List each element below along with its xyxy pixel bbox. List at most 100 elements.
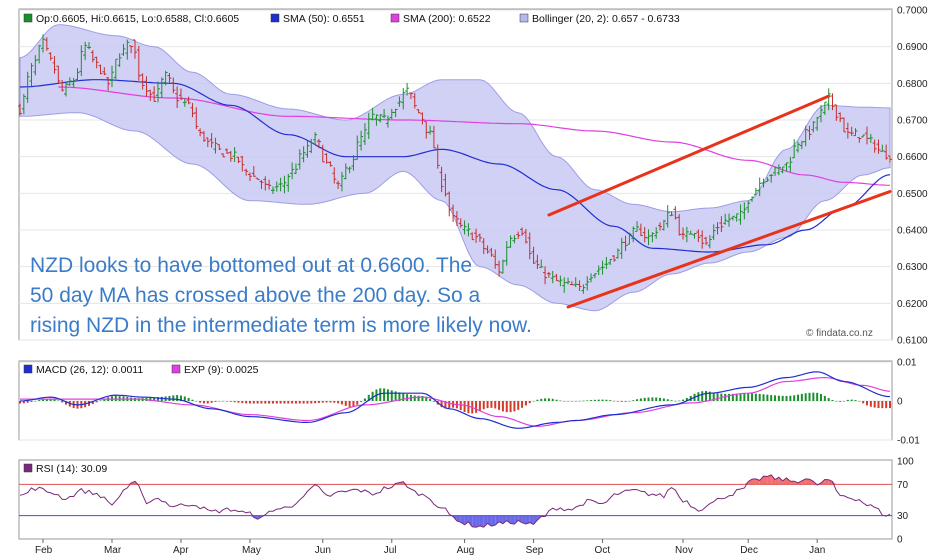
macd-histogram-bar (337, 401, 340, 404)
macd-histogram-bar (770, 395, 773, 401)
macd-histogram-bar (705, 390, 708, 401)
macd-histogram-bar (820, 393, 823, 401)
macd-histogram-bar (87, 401, 90, 406)
price-y-tick-label: 0.6200 (897, 299, 928, 310)
macd-histogram-bar (804, 393, 807, 401)
macd-histogram-bar (356, 401, 359, 405)
macd-histogram-bar (747, 393, 750, 401)
macd-histogram-bar (417, 395, 420, 401)
blue-square-icon (270, 13, 280, 23)
annotation-line-3: rising NZD in the intermediate term is m… (30, 314, 532, 337)
macd-histogram-bar (762, 394, 765, 401)
macd-histogram-bar (99, 400, 102, 401)
macd-histogram-bar (563, 401, 566, 402)
macd-histogram-bar (394, 391, 397, 401)
rsi-oversold-fill (506, 515, 511, 524)
macd-histogram-bar (41, 399, 44, 401)
macd-histogram-bar (467, 401, 470, 414)
macd-histogram-bar (448, 401, 451, 409)
macd-histogram-bar (873, 401, 876, 408)
price-y-tick-label: 0.6600 (897, 152, 928, 163)
macd-histogram-bar (808, 392, 811, 401)
macd-histogram-bar (712, 392, 715, 401)
rsi-oversold-fill (533, 515, 538, 525)
macd-histogram-bar (547, 398, 550, 401)
macd-histogram-bar (800, 393, 803, 401)
rsi-oversold-fill (468, 515, 473, 527)
rsi-y-tick-label: 0 (897, 535, 903, 546)
macd-histogram-bar (206, 401, 209, 404)
macd-histogram-bar (252, 401, 255, 404)
macd-histogram-bar (333, 401, 336, 403)
macd-histogram-bar (555, 399, 558, 401)
macd-histogram-bar (839, 401, 842, 402)
macd-histogram-bar (701, 391, 704, 401)
macd-histogram-bar (222, 401, 225, 402)
x-axis-tick-label: Feb (35, 545, 53, 556)
macd-histogram-bar (363, 398, 366, 401)
macd-histogram-bar (850, 399, 853, 401)
macd-histogram-bar (225, 401, 228, 402)
macd-histogram-bar (383, 388, 386, 401)
price-legend: Op:0.6605, Hi:0.6615, Lo:0.6588, Cl:0.66… (23, 13, 680, 25)
macd-histogram-bar (114, 395, 117, 401)
macd-histogram-bar (398, 392, 401, 401)
macd-histogram-bar (613, 400, 616, 402)
macd-histogram-bar (739, 393, 742, 401)
macd-histogram-bar (528, 401, 531, 404)
macd-histogram-bar (716, 393, 719, 401)
macd-histogram-bar (494, 401, 497, 409)
bollinger-band-area (19, 24, 891, 312)
macd-histogram-bar (793, 395, 796, 401)
macd-histogram-bar (616, 401, 619, 402)
macd-histogram-bar (490, 401, 493, 408)
price-y-tick-label: 0.6300 (897, 262, 928, 273)
macd-histogram-bar (287, 401, 290, 404)
macd-histogram-bar (195, 401, 198, 402)
legend-sma50: SMA (50): 0.6551 (283, 13, 365, 25)
macd-legend: MACD (26, 12): 0.0011 EXP (9): 0.0025 (23, 364, 259, 376)
macd-histogram-bar (390, 390, 393, 401)
macd-histogram-bar (774, 395, 777, 401)
macd-histogram-bar (601, 399, 604, 401)
macd-y-tick-label: -0.01 (897, 436, 920, 447)
macd-histogram-bar (156, 397, 159, 401)
macd-signal-line (20, 376, 891, 428)
price-y-tick-label: 0.6900 (897, 42, 928, 53)
trendlines (547, 94, 892, 309)
macd-histogram-bar (858, 401, 861, 402)
rsi-y-axis: 100 70 30 0 (897, 457, 914, 546)
macd-histogram-bar (854, 400, 857, 401)
rsi-y-tick-label: 100 (897, 457, 914, 468)
macd-histogram-bar (846, 399, 849, 401)
macd-histogram-bar (609, 400, 612, 401)
macd-histogram-bar (19, 401, 21, 404)
macd-histogram-bar (275, 401, 278, 404)
macd-histogram-bar (360, 401, 363, 402)
macd-histogram-bar (666, 399, 669, 401)
macd-histogram-bar (724, 393, 727, 401)
macd-histogram-bar (678, 400, 681, 402)
blue-square-icon (23, 364, 33, 374)
macd-histogram-bar (352, 401, 355, 407)
macd-histogram-bar (413, 395, 416, 401)
macd-histogram-bar (509, 401, 512, 413)
macd-histogram-bar (674, 400, 677, 402)
macd-histogram-bar (605, 399, 608, 401)
macd-histogram-bar (475, 401, 478, 413)
macd-histogram-bar (586, 400, 589, 401)
macd-histogram-bar (271, 401, 274, 404)
macd-histogram-bar (172, 395, 175, 401)
macd-histogram-bar (91, 401, 94, 405)
macd-histogram-bar (823, 395, 826, 401)
macd-histogram-bar (348, 401, 351, 407)
macd-histogram-bar (233, 401, 236, 403)
macd-histogram-bar (582, 400, 585, 402)
macd-histogram-bar (176, 395, 179, 401)
rsi-oversold-fill (525, 515, 530, 524)
macd-histogram-bar (812, 392, 815, 401)
macd-histogram-bar (593, 399, 596, 401)
x-axis-tick-label: Nov (675, 545, 693, 556)
sma200-line (58, 86, 891, 186)
macd-histogram-bar (340, 401, 343, 405)
